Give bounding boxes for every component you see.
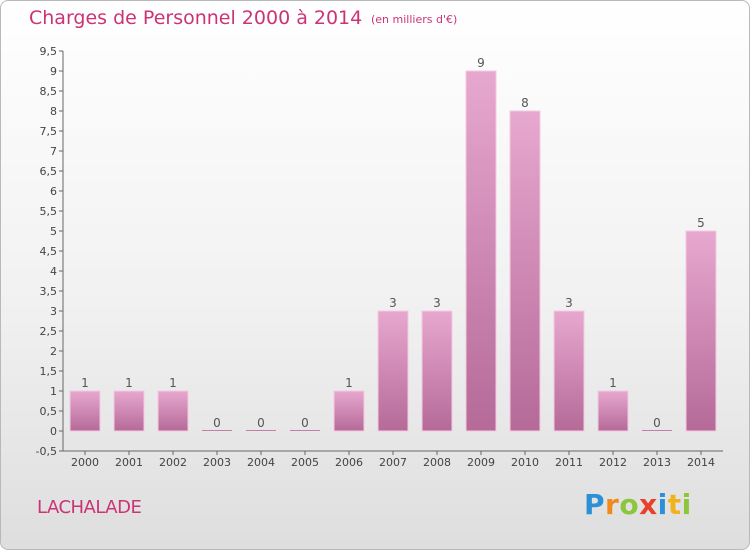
y-tick-label: 4,5 — [40, 245, 58, 258]
y-tick-label: 0,5 — [40, 405, 58, 418]
x-tick-label: 2003 — [203, 456, 231, 469]
y-tick-label: 3,5 — [40, 285, 58, 298]
logo-letter: x — [639, 488, 658, 521]
bar-2004 — [246, 430, 276, 431]
x-tick-label: 2012 — [599, 456, 627, 469]
bar-2013 — [642, 430, 672, 431]
data-label-2003: 0 — [213, 416, 221, 430]
chart-subtitle: (en milliers d'€) — [371, 13, 458, 26]
chart-title: Charges de Personnel 2000 à 2014 — [29, 7, 363, 29]
bar-2011 — [553, 310, 585, 432]
data-label-2002: 1 — [169, 376, 177, 390]
x-tick-label: 2011 — [555, 456, 583, 469]
x-tick-label: 2007 — [379, 456, 407, 469]
y-tick-label: -0,5 — [36, 445, 57, 458]
data-label-2001: 1 — [125, 376, 133, 390]
bar-2005 — [290, 430, 320, 431]
bar-2012 — [597, 390, 629, 432]
commune-name: LACHALADE — [37, 497, 142, 518]
x-tick-label: 2013 — [643, 456, 671, 469]
y-tick-label: 9,5 — [40, 45, 58, 58]
data-label-2011: 3 — [565, 296, 573, 310]
y-tick-label: 5,5 — [40, 205, 58, 218]
x-tick-label: 2008 — [423, 456, 451, 469]
logo-letter: t — [667, 488, 682, 521]
logo-letter: i — [657, 488, 668, 521]
y-tick-label: 8,5 — [40, 85, 58, 98]
y-tick-label: 7,5 — [40, 125, 58, 138]
x-tick-label: 2006 — [335, 456, 363, 469]
data-label-2006: 1 — [345, 376, 353, 390]
y-tick-label: 8 — [50, 105, 57, 118]
y-tick-label: 6 — [50, 185, 57, 198]
bar-2000 — [69, 390, 101, 432]
data-label-2014: 5 — [697, 216, 705, 230]
bar-2007 — [377, 310, 409, 432]
y-tick-label: 5 — [50, 225, 57, 238]
bar-2001 — [113, 390, 145, 432]
logo-letter: P — [584, 488, 606, 521]
y-tick-label: 3 — [50, 305, 57, 318]
data-label-2005: 0 — [301, 416, 309, 430]
y-tick-label: 2,5 — [40, 325, 58, 338]
logo-letter: o — [619, 488, 640, 521]
y-tick-label: 6,5 — [40, 165, 58, 178]
data-label-2004: 0 — [257, 416, 265, 430]
data-label-2000: 1 — [81, 376, 89, 390]
bar-2008 — [421, 310, 453, 432]
x-tick-label: 2002 — [159, 456, 187, 469]
y-tick-label: 7 — [50, 145, 57, 158]
data-label-2010: 8 — [521, 96, 529, 110]
x-tick-label: 2004 — [247, 456, 275, 469]
x-tick-label: 2014 — [687, 456, 715, 469]
data-label-2007: 3 — [389, 296, 397, 310]
y-tick-label: 9 — [50, 65, 57, 78]
y-tick-label: 4 — [50, 265, 57, 278]
bar-2002 — [157, 390, 189, 432]
bar-2006 — [333, 390, 365, 432]
x-tick-label: 2001 — [115, 456, 143, 469]
data-label-2008: 3 — [433, 296, 441, 310]
bar-2003 — [202, 430, 232, 431]
y-tick-label: 2 — [50, 345, 57, 358]
logo-letter: i — [681, 488, 692, 521]
y-tick-label: 0 — [50, 425, 57, 438]
data-label-2012: 1 — [609, 376, 617, 390]
bar-2014 — [685, 230, 717, 432]
proxiti-logo: Proxiti — [584, 488, 692, 521]
bar-2010 — [509, 110, 541, 432]
x-tick-label: 2010 — [511, 456, 539, 469]
y-tick-label: 1,5 — [40, 365, 58, 378]
bar-2009 — [465, 70, 497, 432]
x-tick-label: 2005 — [291, 456, 319, 469]
x-tick-label: 2000 — [71, 456, 99, 469]
data-label-2009: 9 — [477, 56, 485, 70]
y-tick-label: 1 — [50, 385, 57, 398]
logo-letter: r — [605, 488, 620, 521]
data-label-2013: 0 — [653, 416, 661, 430]
x-tick-label: 2009 — [467, 456, 495, 469]
